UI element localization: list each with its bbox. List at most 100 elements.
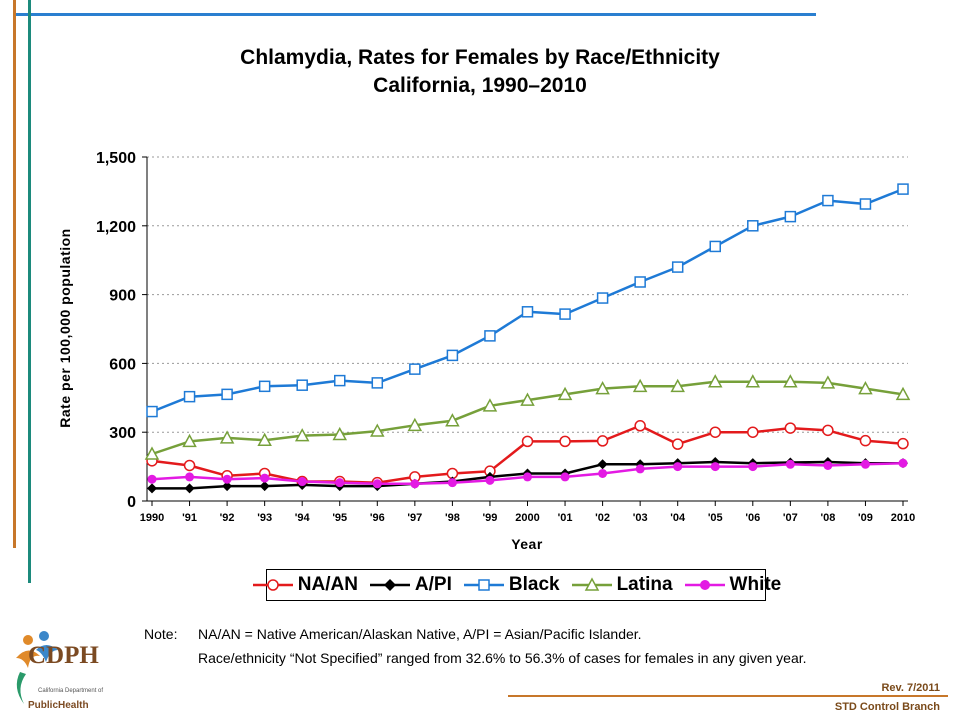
- x-tick-label: '02: [595, 512, 610, 524]
- legend-swatch-a-pi: [369, 579, 410, 591]
- data-point-na-an: [183, 459, 196, 472]
- top-rule-blue: [14, 13, 816, 16]
- x-tick-label: 1990: [140, 512, 164, 524]
- note-line-1: NA/AN = Native American/Alaskan Native, …: [198, 626, 642, 642]
- cdph-logo-icon: [16, 631, 58, 704]
- y-tick-label: 1,500: [96, 150, 136, 167]
- y-tick-label: 600: [109, 356, 136, 373]
- data-point-white: [485, 475, 495, 485]
- chart-title: Chlamydia, Rates for Females by Race/Eth…: [0, 44, 960, 100]
- data-point-black: [897, 183, 909, 195]
- line-chart: 0 300 600 900 1,200 1,500 1990 '91 '92 '93 '94 '95…: [57, 150, 915, 552]
- data-point-latina: [482, 398, 498, 412]
- logo-health: PublicHealth: [28, 700, 89, 711]
- bottom-rule-orange: [508, 695, 948, 697]
- data-point-black: [484, 330, 496, 342]
- footnote: Note: NA/AN = Native American/Alaskan Na…: [144, 622, 807, 670]
- x-tick-label: '96: [370, 512, 385, 524]
- x-tick-label: 2000: [515, 512, 539, 524]
- legend-label-na-an: NA/AN: [297, 574, 358, 595]
- data-point-black: [371, 377, 384, 389]
- x-tick-label: '01: [558, 512, 573, 524]
- x-tick-label: '94: [295, 512, 311, 524]
- data-point-white: [410, 479, 420, 489]
- data-point-white: [335, 478, 345, 488]
- data-point-latina: [820, 375, 836, 389]
- y-tick-label: 1,200: [96, 219, 136, 236]
- data-point-latina: [670, 378, 685, 393]
- data-point-latina: [407, 417, 423, 432]
- data-point-white: [710, 462, 720, 472]
- data-point-black: [559, 308, 571, 320]
- data-point-black: [221, 388, 233, 401]
- data-point-a-pi: [259, 481, 270, 492]
- data-point-na-an: [784, 422, 797, 434]
- data-point-black: [296, 379, 308, 391]
- y-axis-label: Rate per 100,000 population: [57, 228, 73, 427]
- data-point-white: [222, 474, 232, 484]
- data-point-a-pi: [597, 459, 608, 470]
- x-tick-label: '06: [745, 512, 760, 524]
- data-point-black: [183, 390, 196, 403]
- data-point-na-an: [521, 435, 534, 448]
- legend-item-white: White: [683, 574, 781, 596]
- data-point-black: [634, 276, 646, 288]
- legend: NA/AN A/PI Black Latina White: [252, 569, 781, 601]
- data-point-latina: [445, 413, 460, 427]
- x-tick-label: '91: [182, 512, 197, 524]
- data-point-white: [560, 472, 570, 482]
- data-point-na-an: [859, 434, 872, 447]
- logo-wordmark: CDPH: [28, 642, 99, 669]
- logo-subtitle: California Department of: [38, 688, 104, 694]
- data-point-black: [747, 220, 759, 232]
- chart-title-line-1: Chlamydia, Rates for Females by Race/Eth…: [240, 46, 720, 69]
- data-point-latina: [294, 428, 310, 442]
- x-tick-label: '95: [332, 512, 347, 524]
- data-point-white: [260, 473, 270, 483]
- data-point-white: [372, 479, 382, 489]
- data-point-latina: [182, 433, 197, 448]
- data-point-white: [673, 462, 683, 472]
- data-point-black: [822, 194, 834, 207]
- data-point-latina: [144, 446, 160, 460]
- data-point-latina: [783, 374, 798, 388]
- data-point-black: [671, 261, 684, 273]
- data-point-latina: [332, 426, 348, 441]
- chart-title-line-2: California, 1990–2010: [373, 74, 587, 97]
- data-point-white: [785, 459, 795, 469]
- data-point-white: [748, 462, 758, 472]
- data-point-latina: [219, 430, 235, 444]
- legend-swatch-na-an: [252, 579, 293, 591]
- data-point-black: [409, 363, 421, 375]
- data-point-white: [523, 472, 532, 482]
- legend-item-na-an: NA/AN: [251, 574, 358, 596]
- data-point-na-an: [747, 426, 759, 438]
- legend-item-a-pi: A/PI: [368, 574, 452, 596]
- x-tick-label: '09: [858, 512, 873, 524]
- data-point-white: [898, 458, 908, 468]
- data-point-black: [521, 306, 534, 318]
- grid-lines: [147, 156, 908, 433]
- data-point-black: [146, 405, 158, 418]
- data-point-latina: [745, 374, 761, 388]
- y-tick-label: 900: [109, 288, 136, 305]
- series-group: [144, 183, 911, 494]
- legend-label-latina: Latina: [616, 574, 673, 595]
- legend-label-black: Black: [508, 574, 560, 595]
- data-point-latina: [707, 374, 723, 388]
- legend-item-black: Black: [462, 574, 560, 596]
- data-point-latina: [257, 432, 272, 446]
- data-point-latina: [858, 381, 873, 395]
- x-tick-label: 2010: [891, 512, 915, 524]
- x-tick-label: '92: [220, 512, 235, 524]
- data-point-white: [860, 459, 870, 469]
- x-tick-labels: 1990 '91 '92 '93 '94 '95 '96 '97 '98 '99 2000 '01 '0…: [140, 501, 915, 524]
- data-point-na-an: [559, 435, 571, 448]
- legend-swatch-latina: [571, 577, 612, 591]
- note-heading: Note:: [144, 626, 178, 642]
- data-point-white: [823, 460, 833, 470]
- data-point-na-an: [634, 420, 646, 432]
- data-point-white: [297, 477, 307, 487]
- x-tick-label: '03: [633, 512, 648, 524]
- data-point-black: [258, 380, 271, 393]
